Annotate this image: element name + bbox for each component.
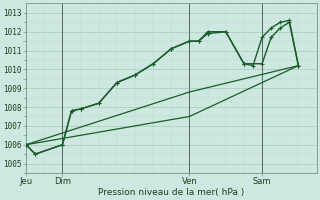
X-axis label: Pression niveau de la mer( hPa ): Pression niveau de la mer( hPa ) — [98, 188, 244, 197]
